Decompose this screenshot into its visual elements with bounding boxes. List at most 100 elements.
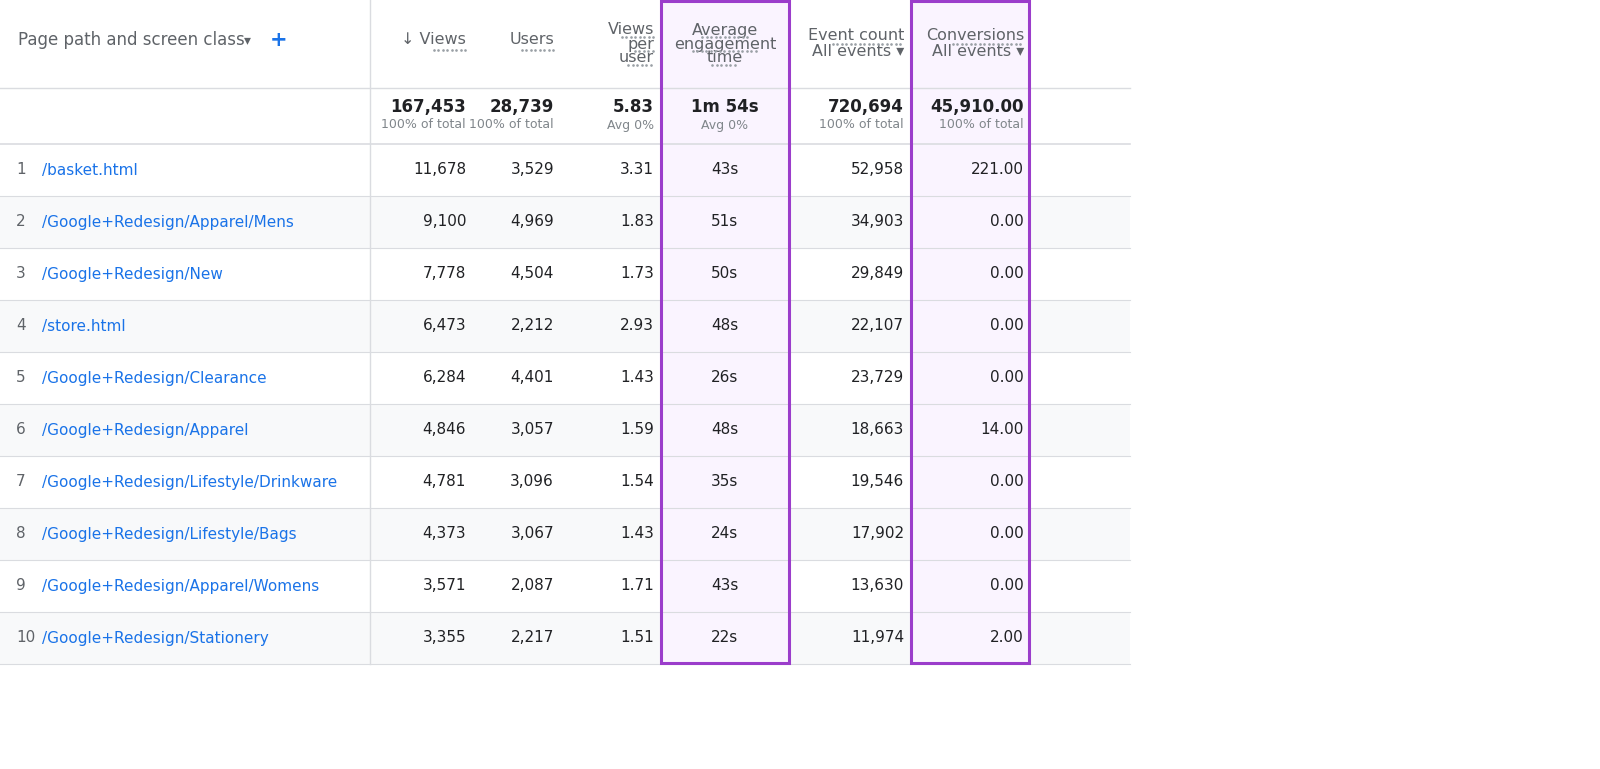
Text: 6: 6 — [16, 422, 26, 438]
Bar — [661, 0, 790, 664]
Text: 0.00: 0.00 — [990, 318, 1024, 334]
Bar — [0, 196, 1130, 248]
Text: Event count: Event count — [808, 28, 904, 44]
Text: 0.00: 0.00 — [990, 527, 1024, 541]
Text: Avg 0%: Avg 0% — [606, 118, 654, 131]
Bar — [661, 144, 790, 196]
Text: 26s: 26s — [712, 371, 739, 385]
Text: Views: Views — [608, 22, 654, 38]
Text: +: + — [270, 30, 288, 50]
Text: 3,529: 3,529 — [510, 162, 554, 178]
Text: 100% of total: 100% of total — [819, 118, 904, 131]
Text: 1m 54s: 1m 54s — [691, 98, 758, 116]
Text: /Google+Redesign/Lifestyle/Drinkware: /Google+Redesign/Lifestyle/Drinkware — [42, 474, 338, 490]
Text: 1: 1 — [16, 162, 26, 178]
Text: 8: 8 — [16, 527, 26, 541]
Text: 6,473: 6,473 — [422, 318, 466, 334]
Bar — [910, 612, 1030, 664]
Text: 7,778: 7,778 — [422, 267, 466, 281]
Text: 48s: 48s — [712, 318, 739, 334]
Text: 35s: 35s — [712, 474, 739, 490]
Text: 48s: 48s — [712, 422, 739, 438]
Text: 3,096: 3,096 — [510, 474, 554, 490]
Bar — [910, 196, 1030, 248]
Text: 1.43: 1.43 — [621, 371, 654, 385]
Text: 3,355: 3,355 — [422, 631, 466, 645]
Text: 2,217: 2,217 — [510, 631, 554, 645]
Text: 0.00: 0.00 — [990, 267, 1024, 281]
Text: 1.51: 1.51 — [621, 631, 654, 645]
Text: 1.71: 1.71 — [621, 578, 654, 594]
Bar — [910, 0, 1030, 664]
Bar — [910, 248, 1030, 300]
Text: 720,694: 720,694 — [829, 98, 904, 116]
Text: 167,453: 167,453 — [390, 98, 466, 116]
Text: 100% of total: 100% of total — [469, 118, 554, 131]
Bar — [910, 404, 1030, 456]
Text: 3,057: 3,057 — [510, 422, 554, 438]
Text: 28,739: 28,739 — [490, 98, 554, 116]
Text: /Google+Redesign/Stationery: /Google+Redesign/Stationery — [42, 631, 269, 645]
Text: 1.54: 1.54 — [621, 474, 654, 490]
Text: 17,902: 17,902 — [851, 527, 904, 541]
Bar — [910, 560, 1030, 612]
Bar — [661, 352, 790, 404]
Text: /Google+Redesign/New: /Google+Redesign/New — [42, 267, 222, 281]
Bar — [661, 560, 790, 612]
Bar — [0, 508, 1130, 560]
Text: 100% of total: 100% of total — [381, 118, 466, 131]
Text: 4,401: 4,401 — [510, 371, 554, 385]
Text: /Google+Redesign/Lifestyle/Bags: /Google+Redesign/Lifestyle/Bags — [42, 527, 296, 541]
Text: 5: 5 — [16, 371, 26, 385]
Text: 3.31: 3.31 — [621, 162, 654, 178]
Text: /Google+Redesign/Apparel/Womens: /Google+Redesign/Apparel/Womens — [42, 578, 320, 594]
Text: 34,903: 34,903 — [851, 215, 904, 229]
Text: 19,546: 19,546 — [851, 474, 904, 490]
Text: 7: 7 — [16, 474, 26, 490]
Text: 2: 2 — [16, 215, 26, 229]
Bar — [661, 508, 790, 560]
Text: 6,284: 6,284 — [422, 371, 466, 385]
Text: 23,729: 23,729 — [851, 371, 904, 385]
Text: 11,974: 11,974 — [851, 631, 904, 645]
Text: 29,849: 29,849 — [851, 267, 904, 281]
Text: 50s: 50s — [712, 267, 739, 281]
Text: All events ▾: All events ▾ — [931, 45, 1024, 59]
Text: ↓ Views: ↓ Views — [402, 32, 466, 48]
Text: 18,663: 18,663 — [851, 422, 904, 438]
Text: 2,212: 2,212 — [510, 318, 554, 334]
Bar — [661, 1, 789, 663]
Text: 0.00: 0.00 — [990, 371, 1024, 385]
Bar — [0, 300, 1130, 352]
Bar — [661, 196, 790, 248]
Bar — [661, 612, 790, 664]
Bar — [910, 352, 1030, 404]
Text: 4,504: 4,504 — [510, 267, 554, 281]
Text: 2.93: 2.93 — [621, 318, 654, 334]
Text: ▾: ▾ — [243, 33, 251, 47]
Text: /basket.html: /basket.html — [42, 162, 138, 178]
Text: Avg 0%: Avg 0% — [701, 118, 749, 131]
Text: All events ▾: All events ▾ — [811, 45, 904, 59]
Text: Users: Users — [509, 32, 554, 48]
Text: 4,969: 4,969 — [510, 215, 554, 229]
Text: 43s: 43s — [712, 162, 739, 178]
Text: 10: 10 — [16, 631, 35, 645]
Text: 1.73: 1.73 — [621, 267, 654, 281]
Text: Page path and screen class: Page path and screen class — [18, 31, 245, 49]
Text: /Google+Redesign/Apparel/Mens: /Google+Redesign/Apparel/Mens — [42, 215, 294, 229]
Text: 11,678: 11,678 — [413, 162, 466, 178]
Text: per: per — [627, 36, 654, 52]
Text: 9,100: 9,100 — [422, 215, 466, 229]
Text: 51s: 51s — [712, 215, 739, 229]
Text: time: time — [707, 51, 742, 65]
Text: 24s: 24s — [712, 527, 739, 541]
Bar — [661, 300, 790, 352]
Text: /Google+Redesign/Clearance: /Google+Redesign/Clearance — [42, 371, 267, 385]
Text: 43s: 43s — [712, 578, 739, 594]
Text: Conversions: Conversions — [926, 28, 1024, 44]
Text: 4,846: 4,846 — [422, 422, 466, 438]
Text: 5.83: 5.83 — [613, 98, 654, 116]
Text: 13,630: 13,630 — [851, 578, 904, 594]
Text: 4,781: 4,781 — [422, 474, 466, 490]
